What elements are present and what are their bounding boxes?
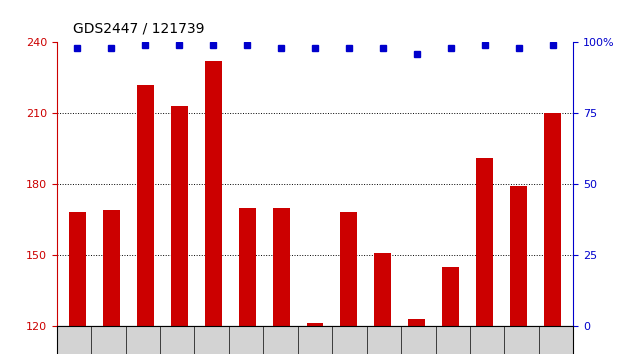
Bar <box>171 106 188 326</box>
Bar <box>476 158 493 326</box>
Bar <box>442 267 459 326</box>
Bar <box>544 113 561 326</box>
Bar <box>307 323 323 326</box>
Text: GDS2447 / 121739: GDS2447 / 121739 <box>73 21 204 35</box>
Bar <box>69 212 86 326</box>
Bar <box>273 208 290 326</box>
Bar <box>103 210 120 326</box>
Bar <box>340 212 357 326</box>
Bar <box>374 252 391 326</box>
Bar <box>408 319 425 326</box>
Bar <box>137 85 154 326</box>
Bar <box>205 61 222 326</box>
Bar <box>510 187 527 326</box>
Bar <box>239 208 256 326</box>
